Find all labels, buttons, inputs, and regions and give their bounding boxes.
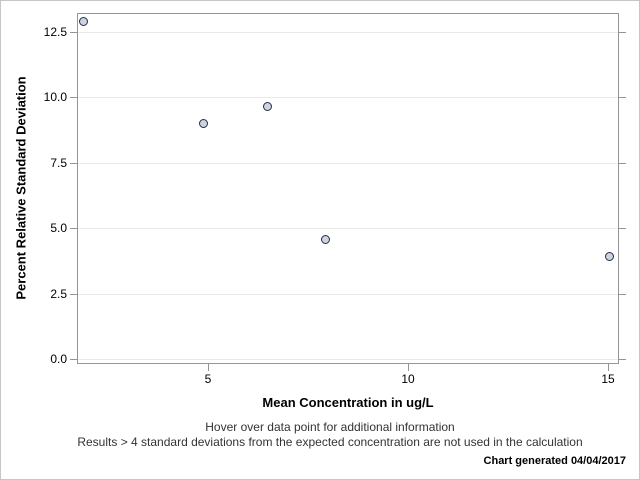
- data-point[interactable]: [321, 234, 330, 244]
- y-gridline: [78, 163, 618, 164]
- y-gridline: [78, 97, 618, 98]
- x-axis-tick: [208, 364, 209, 371]
- y-gridline: [78, 32, 618, 33]
- y-gridline: [78, 359, 618, 360]
- x-tick-label: 10: [401, 372, 415, 386]
- y-axis-tick-left: [70, 294, 77, 295]
- plot-area: [77, 13, 619, 364]
- x-axis-tick: [408, 364, 409, 371]
- y-axis-tick-left: [70, 228, 77, 229]
- y-tick-label: 10.0: [43, 90, 67, 104]
- footer-hover-hint: Hover over data point for additional inf…: [205, 420, 455, 434]
- footer-exclusion-note: Results > 4 standard deviations from the…: [77, 435, 583, 449]
- y-gridline: [78, 228, 618, 229]
- y-axis-tick-right: [619, 359, 626, 360]
- y-gridline: [78, 294, 618, 295]
- data-point[interactable]: [199, 118, 208, 128]
- y-axis-tick-left: [70, 97, 77, 98]
- data-point[interactable]: [605, 251, 614, 261]
- y-tick-label: 7.5: [50, 156, 67, 170]
- x-tick-label: 5: [204, 372, 212, 386]
- data-point[interactable]: [79, 16, 88, 26]
- y-tick-label: 12.5: [43, 25, 67, 39]
- x-axis-title: Mean Concentration in ug/L: [262, 395, 434, 410]
- y-axis-tick-right: [619, 294, 626, 295]
- y-axis-tick-right: [619, 228, 626, 229]
- y-axis-tick-left: [70, 163, 77, 164]
- y-tick-label: 0.0: [50, 352, 67, 366]
- y-tick-label: 2.5: [50, 287, 67, 301]
- y-axis-tick-right: [619, 97, 626, 98]
- data-point[interactable]: [263, 101, 272, 111]
- y-axis-tick-right: [619, 163, 626, 164]
- y-axis-tick-left: [70, 32, 77, 33]
- y-axis-tick-left: [70, 359, 77, 360]
- y-tick-label: 5.0: [50, 221, 67, 235]
- y-axis-tick-right: [619, 32, 626, 33]
- x-axis-tick: [608, 364, 609, 371]
- y-axis-title: Percent Relative Standard Deviation: [13, 76, 28, 300]
- chart-generated-date: Chart generated 04/04/2017: [483, 455, 626, 467]
- x-tick-label: 15: [601, 372, 615, 386]
